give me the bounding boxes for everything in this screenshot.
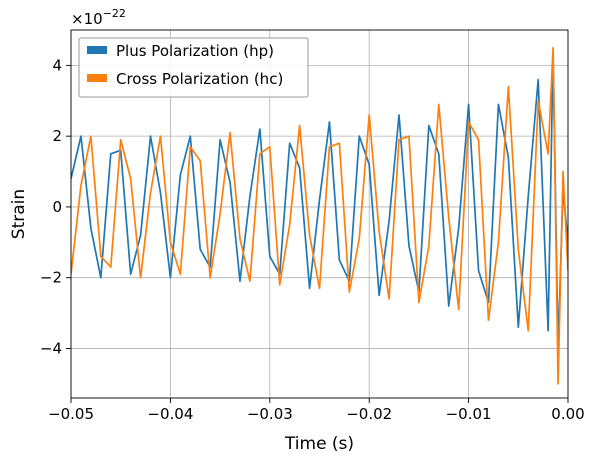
x-tick-label: −0.01 [446,405,492,423]
y-tick-label: 4 [52,56,62,74]
series-line-plus [71,50,568,350]
ticks: −0.05 −0.04 −0.03 −0.02 −0.01 0.00 −4 −2 0 2 4 [40,56,585,423]
y-tick-label: −4 [40,339,62,357]
series-layer [71,46,568,385]
x-tick-label: −0.02 [346,405,392,423]
legend-label-cross: Cross Polarization (hc) [116,70,283,88]
x-tick-label: −0.03 [247,405,293,423]
y-tick-label: −2 [40,269,62,287]
y-axis-title: Strain [9,189,29,239]
x-tick-label: −0.05 [48,405,94,423]
legend-swatch-cross [87,74,107,82]
x-tick-label: 0.00 [551,405,584,423]
legend-swatch-plus [87,46,107,54]
x-axis-title: Time (s) [284,434,354,454]
legend-box [78,37,309,98]
y-tick-label: 2 [52,127,62,145]
legend: Plus Polarization (hp) Cross Polarizatio… [78,37,309,98]
x-tick-label: −0.04 [147,405,193,423]
offset-label: ×10−22 [71,7,126,28]
y-tick-label: 0 [52,198,62,216]
series-line-cross [71,46,568,385]
plot-frame [70,29,569,399]
legend-label-plus: Plus Polarization (hp) [116,42,274,60]
